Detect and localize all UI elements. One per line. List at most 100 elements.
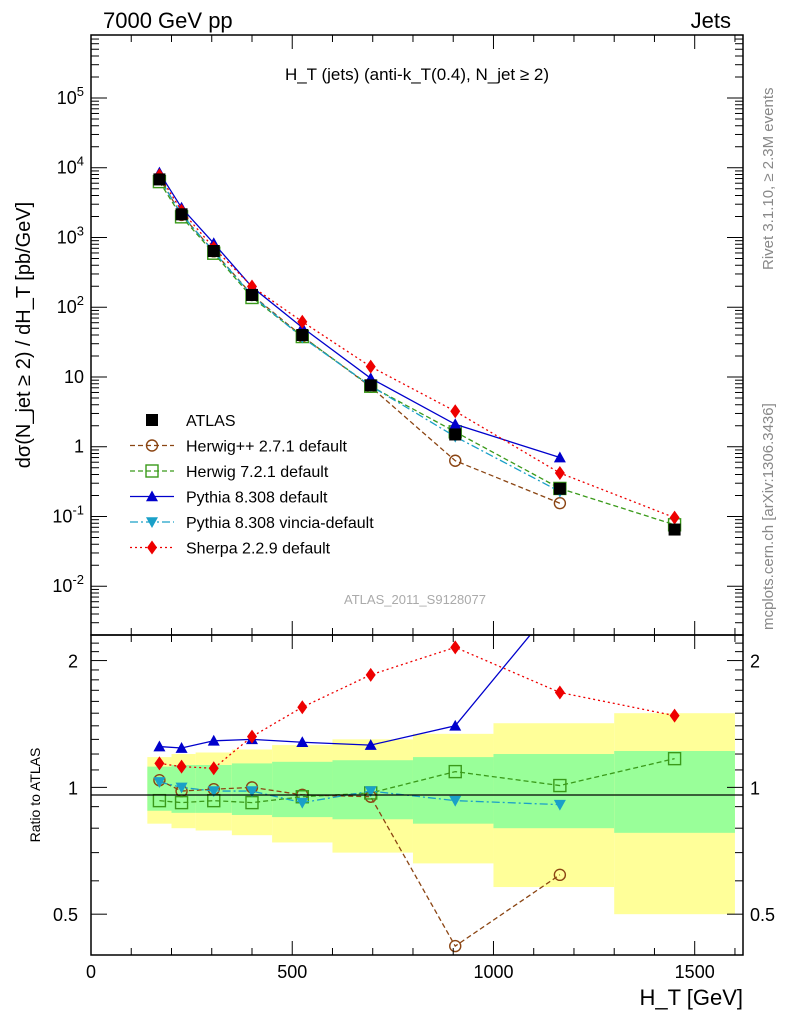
series-ratio-point <box>553 799 566 811</box>
series-point <box>297 314 308 329</box>
series-ratio-point <box>667 751 682 766</box>
y-tick-label: 104 <box>57 154 84 178</box>
series-ratio-point <box>449 795 462 807</box>
ratio-tick-label-right: 0.5 <box>750 905 775 925</box>
series-ratio-point <box>175 742 188 753</box>
ratio-tick-label: 1 <box>68 778 78 798</box>
series-ratio-point <box>174 795 189 810</box>
y-tick-label: 10 <box>64 367 84 387</box>
x-tick-label: 1000 <box>473 962 513 982</box>
ratio-tick-label: 2 <box>68 652 78 672</box>
ratio-panel-series <box>152 593 682 953</box>
axis-ticks: 0 500 1000 1500 10-2 10-1 1 10 102 103 104 105 0.5 0.… <box>52 34 775 982</box>
series-line-ratio <box>159 781 560 806</box>
y-tick-label: 10-1 <box>52 502 84 526</box>
y-tick-label: 1 <box>74 437 84 457</box>
series-ratio-point <box>450 640 461 655</box>
y-axis-label: dσ(N_jet ≥ 2) / dH_T [pb/GeV] <box>13 202 35 468</box>
x-axis-label: H_T [GeV] <box>639 985 743 1010</box>
series-ratio-point <box>208 761 219 776</box>
series-ratio-point <box>207 734 220 746</box>
series-ratio-point <box>553 868 567 882</box>
series-point <box>554 466 565 481</box>
series-ratio-point <box>365 667 376 682</box>
legend-marker <box>146 517 158 528</box>
series-point <box>553 497 567 510</box>
series-line-ratio <box>159 758 675 804</box>
series-line-top <box>158 178 561 493</box>
data-point <box>245 288 258 301</box>
legend-label: Herwig 7.2.1 default <box>186 464 329 481</box>
band-inner-bin <box>614 750 735 833</box>
legend-label: Herwig++ 2.7.1 default <box>186 439 348 456</box>
data-point <box>449 428 462 441</box>
series-ratio-point <box>245 786 258 798</box>
series-ratio-point <box>669 708 680 723</box>
legend-label: Sherpa 2.2.9 default <box>186 541 331 558</box>
series-point <box>450 404 461 419</box>
data-point <box>553 482 566 495</box>
data-point <box>296 329 309 341</box>
series-point <box>553 451 566 463</box>
legend: ATLAS Herwig++ 2.7.1 default Herwig 7.2.1 … <box>130 413 374 558</box>
series-ratio-point <box>449 939 462 953</box>
ratio-axis-label: Ratio to ATLAS <box>27 748 43 843</box>
legend-marker <box>145 439 159 452</box>
series-ratio-point <box>364 786 377 798</box>
series-ratio-point <box>153 740 166 752</box>
series-point <box>449 454 462 467</box>
y-tick-label: 105 <box>57 84 84 108</box>
analysis-tag: ATLAS_2011_S9128077 <box>344 592 486 607</box>
x-tick-label: 1500 <box>675 962 715 982</box>
y-tick-label: 10-2 <box>52 572 84 596</box>
x-tick-label: 0 <box>86 962 96 982</box>
ratio-tick-label-right: 2 <box>750 652 760 672</box>
series-ratio-point <box>296 736 309 748</box>
data-point <box>668 523 681 536</box>
ratio-tick-label: 0.5 <box>53 905 78 925</box>
series-ratio-point <box>296 797 309 809</box>
legend-label: ATLAS <box>186 413 236 430</box>
series-point <box>449 418 462 430</box>
series-line-ratio <box>159 635 532 749</box>
data-point <box>175 208 188 221</box>
band-inner-bin <box>412 757 494 824</box>
series-ratio-point <box>554 685 565 700</box>
ratio-uncertainty-bands <box>147 713 735 915</box>
header-observable-label: Jets <box>690 8 731 33</box>
series-lines <box>152 166 682 953</box>
band-inner-bin <box>147 766 172 811</box>
series-point <box>669 510 680 525</box>
data-point <box>153 173 166 186</box>
series-ratio-point <box>175 782 188 794</box>
series-ratio-point <box>297 700 308 715</box>
chart-title: H_T (jets) (anti-k_T(0.4), N_jet ≥ 2) <box>285 65 549 84</box>
y-tick-label: 102 <box>57 293 84 317</box>
series-point <box>365 359 376 374</box>
legend-marker <box>145 464 159 478</box>
legend-label: Pythia 8.308 vincia-default <box>186 515 374 532</box>
legend-marker <box>146 490 158 502</box>
data-point <box>207 245 220 258</box>
series-ratio-point <box>153 777 166 788</box>
series-line-ratio <box>159 779 561 948</box>
data-point <box>364 379 377 392</box>
y-tick-label: 103 <box>57 223 84 247</box>
series-ratio-point <box>448 764 462 779</box>
legend-marker <box>146 414 158 426</box>
series-ratio-point <box>364 739 377 750</box>
series-ratio-point <box>207 786 220 798</box>
series-ratio-point <box>176 759 187 774</box>
series-ratio-point <box>246 729 257 744</box>
x-tick-label: 500 <box>277 962 307 982</box>
series-ratio-point <box>449 719 462 731</box>
series-ratio-point <box>554 593 566 604</box>
header-energy-label: 7000 GeV pp <box>103 8 233 33</box>
legend-marker <box>147 540 157 555</box>
series-ratio-point <box>154 756 165 771</box>
ratio-tick-label-right: 1 <box>750 778 760 798</box>
legend-label: Pythia 8.308 default <box>186 490 328 507</box>
top-panel-series <box>152 166 682 536</box>
series-ratio-point <box>553 778 567 793</box>
